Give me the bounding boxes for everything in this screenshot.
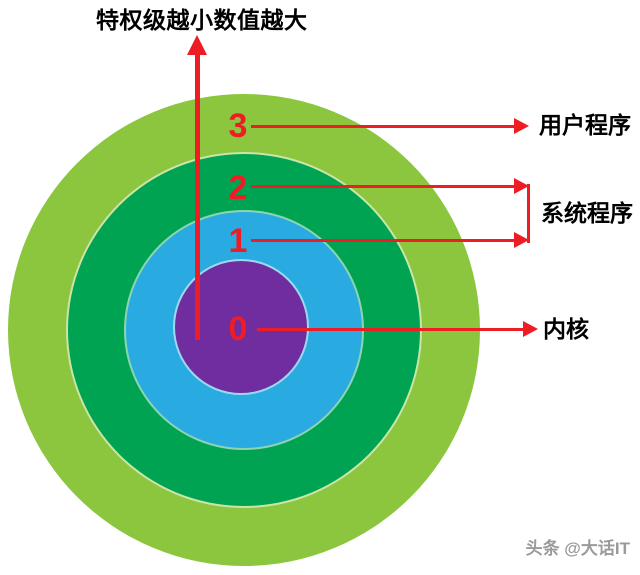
privilege-axis-line: [195, 53, 200, 340]
label-user-programs: 用户程序: [539, 112, 631, 138]
label-system-programs: 系统程序: [541, 200, 633, 226]
arrow-right-icon: [514, 118, 529, 134]
ring-number-0: 0: [228, 310, 248, 348]
callout-line-ring3: [251, 125, 514, 128]
callout-line-ring0: [257, 328, 523, 331]
ring-number-2: 2: [228, 169, 248, 207]
callout-line-ring1: [251, 239, 514, 242]
diagram-title: 特权级越小数值越大: [96, 7, 308, 33]
arrow-right-icon: [514, 232, 529, 248]
ring-number-1: 1: [228, 222, 248, 260]
watermark-credit: 头条 @大话IT: [525, 539, 630, 558]
arrow-right-icon: [523, 321, 538, 337]
system-programs-bracket-line: [527, 184, 530, 243]
ring-number-3: 3: [228, 107, 248, 145]
arrow-up-icon: [187, 35, 207, 55]
arrow-right-icon: [514, 178, 529, 194]
callout-line-ring2: [251, 185, 514, 188]
label-kernel: 内核: [543, 316, 589, 342]
